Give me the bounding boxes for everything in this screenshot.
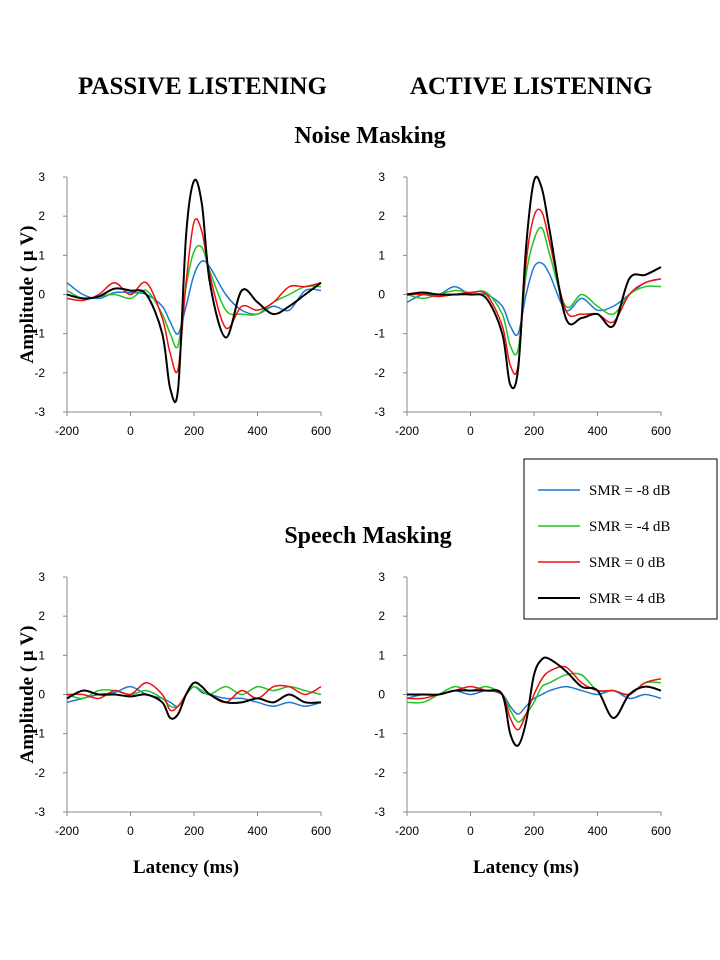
x-tick-label: 200 [524, 424, 544, 438]
x-tick-label: 400 [587, 824, 607, 838]
y-axis-title: Amplitude ( μ V) [17, 626, 38, 764]
series-line-smr-8-db [406, 261, 662, 337]
chart-panel-active-noise: 3 2 1 0 -1 -2 -3 -200 0 200 400 600 [374, 170, 671, 438]
speech-masking-heading: Speech Masking [284, 523, 452, 549]
y-tick-label: -2 [374, 766, 385, 780]
y-tick-label: 1 [378, 248, 385, 262]
y-tick-label: 0 [38, 688, 45, 702]
x-tick-label: 0 [127, 424, 134, 438]
y-tick-label: -2 [374, 366, 385, 380]
x-tick-label: 0 [467, 824, 474, 838]
x-tick-label: 200 [184, 424, 204, 438]
y-tick-label: 2 [378, 609, 385, 623]
x-tick-label: 600 [311, 424, 331, 438]
y-tick-label: 2 [38, 209, 45, 223]
legend-label: SMR = 4 dB [589, 591, 665, 607]
y-tick-label: 2 [38, 609, 45, 623]
y-tick-label: -3 [34, 405, 45, 419]
y-tick-label: 1 [38, 248, 45, 262]
y-tick-label: -1 [374, 727, 385, 741]
y-tick-label: -3 [374, 805, 385, 819]
series-line-smr-4-db [66, 178, 322, 404]
x-tick-label: -200 [55, 824, 79, 838]
series-line-smr-8-db [66, 260, 322, 335]
legend-label: SMR = -8 dB [589, 483, 670, 499]
y-tick-label: 2 [378, 209, 385, 223]
y-tick-label: -3 [374, 405, 385, 419]
chart-panel-active-speech: 3 2 1 0 -1 -2 -3 -200 0 200 400 600 Latency (ms) [374, 570, 671, 878]
series-line-smr-4-db [406, 226, 662, 356]
legend-label: SMR = -4 dB [589, 519, 670, 535]
chart-panel-passive-noise: 3 2 1 0 -1 -2 -3 -200 0 200 400 600 Amplitude ( μ V) [17, 170, 331, 438]
x-tick-label: -200 [395, 824, 419, 838]
x-tick-label: 200 [524, 824, 544, 838]
y-tick-label: -1 [34, 327, 45, 341]
y-tick-label: 3 [378, 570, 385, 584]
series-line-smr-4-db [406, 175, 662, 390]
y-tick-label: 1 [38, 648, 45, 662]
x-tick-label: 400 [247, 824, 267, 838]
y-tick-label: 0 [378, 688, 385, 702]
x-tick-label: -200 [55, 424, 79, 438]
x-tick-label: 200 [184, 824, 204, 838]
y-tick-label: 3 [38, 570, 45, 584]
x-tick-label: 600 [651, 424, 671, 438]
series-line-smr-4-db [66, 681, 322, 720]
legend: SMR = -8 dB SMR = -4 dB SMR = 0 dB SMR = 4 … [523, 458, 718, 620]
x-tick-label: -200 [395, 424, 419, 438]
y-tick-label: -2 [34, 766, 45, 780]
y-tick-label: 0 [378, 288, 385, 302]
legend-box [523, 458, 718, 620]
x-tick-label: 0 [127, 824, 134, 838]
noise-masking-heading: Noise Masking [294, 123, 446, 149]
y-tick-label: -3 [34, 805, 45, 819]
y-tick-label: 3 [378, 170, 385, 184]
y-tick-label: 1 [378, 648, 385, 662]
y-tick-label: 3 [38, 170, 45, 184]
y-axis-title: Amplitude ( μ V) [17, 226, 38, 364]
y-tick-label: -1 [34, 727, 45, 741]
x-tick-label: 400 [247, 424, 267, 438]
x-axis-title: Latency (ms) [133, 857, 239, 878]
series-line-smr-4-db [406, 656, 662, 747]
legend-label: SMR = 0 dB [589, 555, 665, 571]
passive-listening-heading: PASSIVE LISTENING [78, 73, 327, 100]
series-line-smr-0-db [66, 218, 322, 374]
x-tick-label: 600 [651, 824, 671, 838]
active-listening-heading: ACTIVE LISTENING [410, 73, 653, 100]
x-tick-label: 0 [467, 424, 474, 438]
y-tick-label: -2 [34, 366, 45, 380]
chart-panel-passive-speech: 3 2 1 0 -1 -2 -3 -200 0 200 400 600 Amplitude ( μ V)… [17, 570, 331, 878]
x-axis-title: Latency (ms) [473, 857, 579, 878]
y-tick-label: 0 [38, 288, 45, 302]
x-tick-label: 600 [311, 824, 331, 838]
y-tick-label: -1 [374, 327, 385, 341]
x-tick-label: 400 [587, 424, 607, 438]
